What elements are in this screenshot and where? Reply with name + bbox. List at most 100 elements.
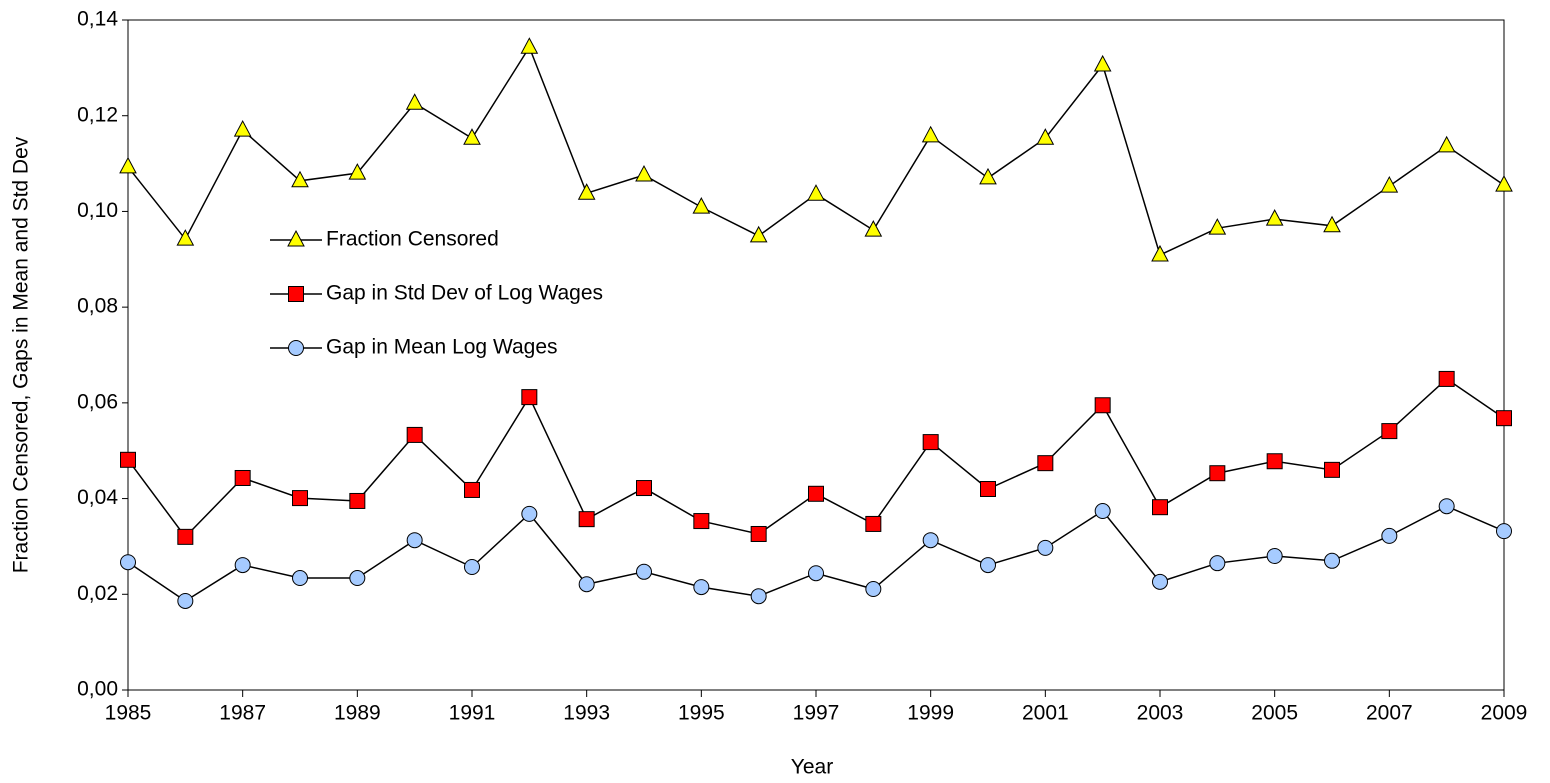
data-point (120, 554, 136, 571)
x-tick-label: 2009 (1481, 702, 1528, 725)
data-point (1208, 218, 1227, 235)
data-point (808, 565, 824, 582)
series-line (127, 505, 1505, 602)
y-tick-label: 0,08 (77, 295, 118, 318)
x-tick-label: 1999 (907, 702, 954, 725)
y-tick-label: 0,02 (77, 582, 118, 605)
data-point (865, 581, 882, 598)
data-point (921, 125, 940, 143)
data-point (119, 156, 137, 174)
data-point (292, 570, 308, 587)
data-point (120, 451, 136, 468)
data-point (636, 563, 652, 580)
data-point (177, 592, 194, 609)
data-point (807, 184, 825, 201)
legend-marker (288, 286, 304, 302)
legend-label: Fraction Censored (326, 228, 499, 251)
x-tick-label: 1987 (219, 702, 266, 725)
data-point (1266, 453, 1283, 470)
data-point (1381, 527, 1398, 544)
y-tick-label: 0,06 (77, 390, 118, 413)
legend-label: Gap in Std Dev of Log Wages (326, 282, 603, 305)
data-point (406, 426, 423, 443)
data-point (1438, 370, 1455, 387)
x-tick-label: 1991 (449, 702, 496, 725)
y-tick-label: 0,00 (77, 678, 118, 701)
data-point (636, 480, 652, 497)
data-point (1380, 176, 1399, 193)
data-point (1495, 175, 1513, 192)
data-point (1037, 539, 1054, 556)
data-point (406, 532, 423, 549)
y-tick-label: 0,12 (77, 103, 118, 126)
data-point (234, 557, 251, 574)
data-point (922, 532, 939, 549)
data-point (1151, 244, 1169, 262)
x-tick-label: 1989 (334, 702, 381, 725)
series-line (127, 377, 1505, 539)
data-point (865, 515, 882, 532)
data-point (1094, 397, 1111, 414)
data-point (1209, 555, 1226, 572)
data-point (749, 225, 768, 243)
data-point (348, 163, 367, 180)
x-tick-label: 1997 (793, 702, 840, 725)
x-tick-label: 1993 (563, 702, 610, 725)
x-tick-label: 2001 (1022, 702, 1069, 725)
legend-marker (288, 340, 304, 356)
data-point (1323, 215, 1341, 233)
data-point (750, 525, 767, 542)
data-point (177, 528, 194, 545)
data-point (1037, 455, 1054, 472)
data-point (292, 490, 308, 507)
series-line (127, 45, 1505, 257)
data-point (635, 164, 653, 182)
data-point (464, 559, 480, 576)
data-point (233, 120, 252, 137)
data-point (750, 588, 767, 605)
x-tick-label: 2005 (1251, 702, 1298, 725)
x-tick-label: 1985 (105, 702, 152, 725)
data-point (1094, 503, 1111, 520)
data-point (1266, 548, 1283, 564)
data-point (521, 505, 538, 522)
legend-label: Gap in Mean Log Wages (326, 336, 558, 359)
data-point (1496, 523, 1512, 540)
data-point (808, 485, 824, 502)
data-point (291, 170, 309, 188)
y-tick-label: 0,04 (77, 486, 118, 509)
data-point (864, 220, 883, 237)
data-point (463, 128, 481, 145)
data-point (521, 389, 538, 406)
data-point (1265, 209, 1284, 226)
x-tick-label: 2007 (1366, 702, 1413, 725)
data-point (1324, 552, 1340, 569)
y-tick-label: 0,10 (77, 199, 118, 222)
data-point (1496, 410, 1512, 427)
y-tick-label: 0,14 (77, 8, 118, 31)
data-point (980, 481, 996, 497)
data-point (520, 37, 539, 54)
data-point (980, 557, 996, 574)
data-point (692, 197, 711, 214)
data-point (577, 183, 596, 200)
data-point (922, 434, 939, 451)
data-point (1324, 461, 1340, 478)
data-point (405, 93, 424, 110)
data-point (578, 576, 595, 593)
data-point (176, 229, 195, 246)
x-axis-title: Year (791, 756, 833, 779)
data-point (693, 579, 710, 596)
data-point (1093, 54, 1112, 72)
x-tick-label: 2003 (1137, 702, 1184, 725)
data-point (1152, 499, 1168, 516)
data-point (1152, 573, 1168, 590)
x-tick-label: 1995 (678, 702, 725, 725)
data-point (578, 511, 595, 528)
legend-marker (287, 229, 305, 247)
data-point (1437, 135, 1456, 153)
data-point (234, 469, 251, 486)
data-point (693, 513, 710, 530)
